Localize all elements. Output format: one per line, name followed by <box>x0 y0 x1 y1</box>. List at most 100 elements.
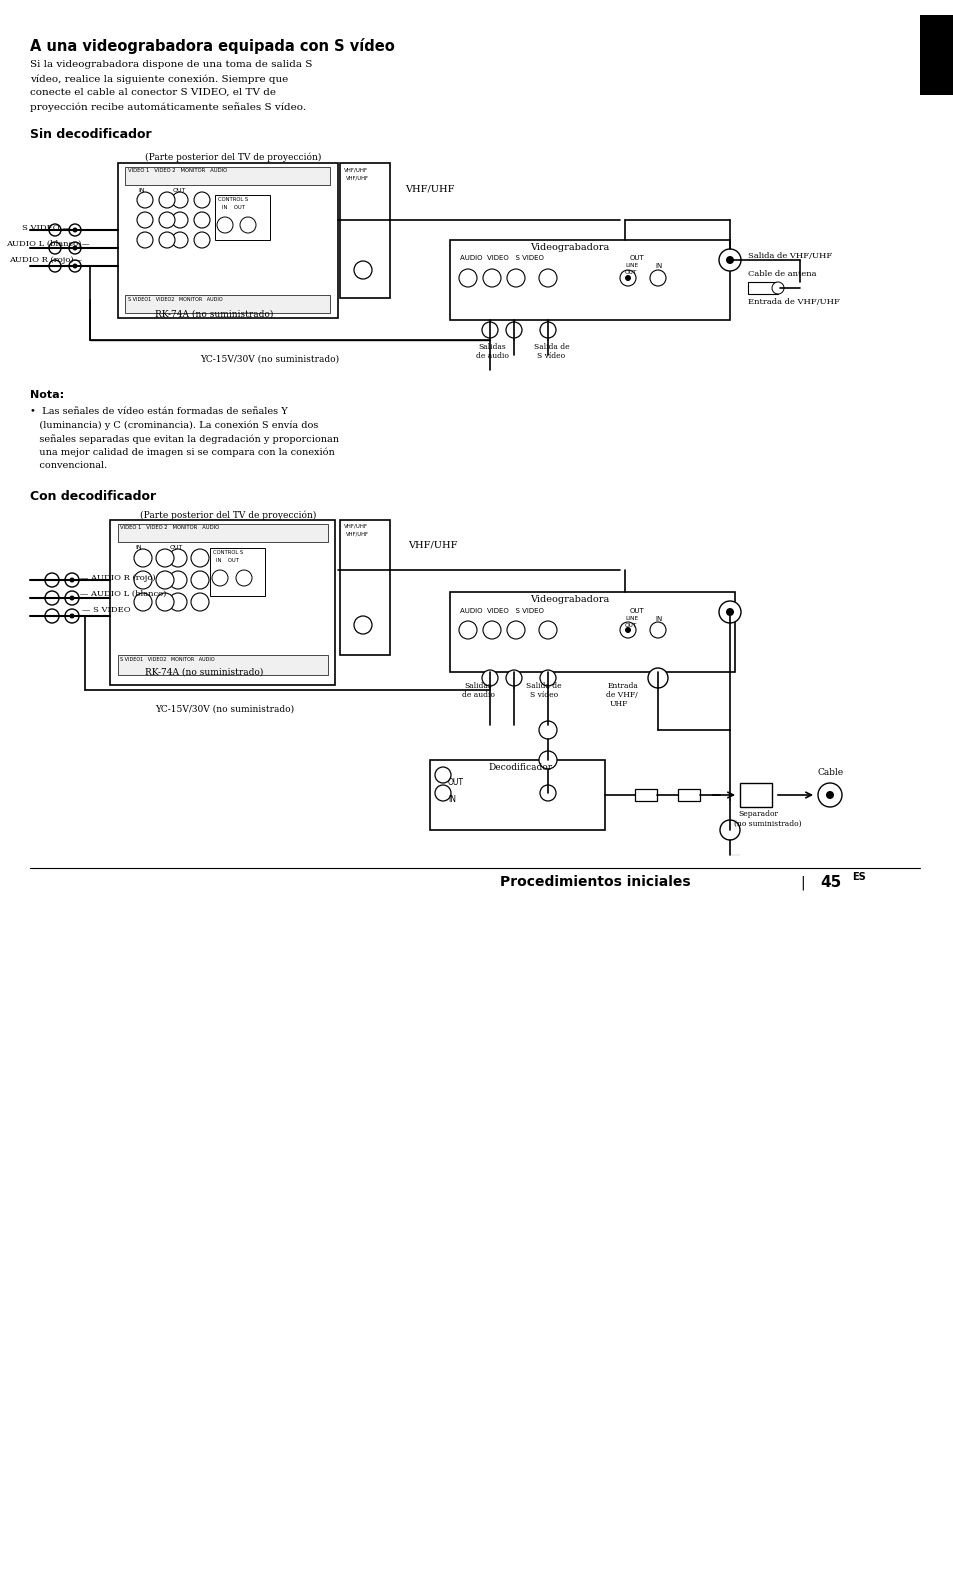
Text: (no suministrado): (no suministrado) <box>733 821 801 828</box>
Text: UHF: UHF <box>609 700 628 707</box>
Circle shape <box>825 791 833 799</box>
Circle shape <box>69 242 81 255</box>
Text: AUDIO L (blanco)—: AUDIO L (blanco)— <box>6 241 90 248</box>
Circle shape <box>72 264 77 269</box>
Circle shape <box>506 269 524 288</box>
Circle shape <box>159 233 174 248</box>
Text: CONTROL S: CONTROL S <box>218 196 248 201</box>
Circle shape <box>482 269 500 288</box>
Text: VHF/UHF: VHF/UHF <box>346 531 369 538</box>
Text: Salida de VHF/UHF: Salida de VHF/UHF <box>747 252 831 259</box>
Bar <box>125 167 330 185</box>
Circle shape <box>458 269 476 288</box>
Text: OUT: OUT <box>624 623 637 627</box>
Circle shape <box>481 322 497 338</box>
Text: IN: IN <box>655 263 661 269</box>
Circle shape <box>481 670 497 685</box>
Circle shape <box>137 233 152 248</box>
Text: OUT: OUT <box>629 608 644 615</box>
Circle shape <box>169 549 187 567</box>
Circle shape <box>505 322 521 338</box>
Text: OUT: OUT <box>172 189 186 193</box>
Bar <box>110 520 335 685</box>
Circle shape <box>191 549 209 567</box>
Text: LINE: LINE <box>624 263 638 267</box>
Bar <box>210 549 265 596</box>
Text: una mejor calidad de imagen si se compara con la conexión: una mejor calidad de imagen si se compar… <box>30 448 335 457</box>
Text: vídeo, realice la siguiente conexión. Siempre que: vídeo, realice la siguiente conexión. Si… <box>30 74 288 83</box>
Circle shape <box>212 571 228 586</box>
Text: Salida de: Salida de <box>525 682 561 690</box>
Circle shape <box>649 623 665 638</box>
Text: Salidas: Salidas <box>463 682 491 690</box>
Circle shape <box>354 616 372 634</box>
Text: RK-74A (no suministrado): RK-74A (no suministrado) <box>154 310 274 319</box>
Text: — AUDIO L (blanco): — AUDIO L (blanco) <box>80 590 166 597</box>
Text: YC-15V/30V (no suministrado): YC-15V/30V (no suministrado) <box>200 355 338 365</box>
Circle shape <box>647 668 667 689</box>
Text: IN: IN <box>138 189 145 193</box>
Circle shape <box>771 281 783 294</box>
Circle shape <box>172 233 188 248</box>
Text: S VIDEO —: S VIDEO — <box>22 223 71 233</box>
Text: IN    OUT: IN OUT <box>222 204 245 211</box>
Text: de audio: de audio <box>476 352 508 360</box>
Circle shape <box>216 217 233 233</box>
Circle shape <box>191 593 209 612</box>
Text: OUT: OUT <box>448 778 463 788</box>
Text: CONTROL S: CONTROL S <box>213 550 243 555</box>
Bar <box>635 789 657 802</box>
Text: ES: ES <box>851 872 864 882</box>
Circle shape <box>624 275 630 281</box>
Text: OUT: OUT <box>629 255 644 261</box>
Bar <box>214 195 270 241</box>
Text: — S VIDEO: — S VIDEO <box>82 605 131 615</box>
Text: OUT: OUT <box>170 545 183 550</box>
Text: proyección recibe automáticamente señales S vídeo.: proyección recibe automáticamente señale… <box>30 102 306 112</box>
Text: de audio: de audio <box>461 692 495 700</box>
Text: S VIDEO1   VIDEO2   MONITOR   AUDIO: S VIDEO1 VIDEO2 MONITOR AUDIO <box>120 657 214 662</box>
Text: Videograbadora: Videograbadora <box>530 594 609 604</box>
Text: AUDIO R (rojo)—: AUDIO R (rojo)— <box>9 256 82 264</box>
Circle shape <box>70 577 74 583</box>
Circle shape <box>240 217 255 233</box>
Circle shape <box>70 613 74 618</box>
Text: AUDIO  VIDEO   S VIDEO: AUDIO VIDEO S VIDEO <box>459 255 543 261</box>
Circle shape <box>619 270 636 286</box>
Circle shape <box>137 192 152 208</box>
Circle shape <box>193 233 210 248</box>
Text: IN: IN <box>655 616 661 623</box>
Circle shape <box>72 245 77 250</box>
Text: VHF/UHF: VHF/UHF <box>408 541 457 549</box>
Circle shape <box>193 212 210 228</box>
Circle shape <box>169 593 187 612</box>
Circle shape <box>720 821 740 839</box>
Circle shape <box>435 784 451 802</box>
Text: S vídeo: S vídeo <box>530 692 558 700</box>
Text: (Parte posterior del TV de proyección): (Parte posterior del TV de proyección) <box>145 152 321 162</box>
Bar <box>747 281 778 294</box>
Bar <box>450 593 734 671</box>
Circle shape <box>539 670 556 685</box>
Circle shape <box>137 212 152 228</box>
Text: (luminancia) y C (crominancia). La conexión S envía dos: (luminancia) y C (crominancia). La conex… <box>30 420 318 431</box>
Circle shape <box>725 608 733 616</box>
Text: YC-15V/30V (no suministrado): YC-15V/30V (no suministrado) <box>154 704 294 714</box>
Bar <box>430 759 604 830</box>
Circle shape <box>70 596 74 601</box>
Text: Videograbadora: Videograbadora <box>530 244 609 252</box>
Text: VHF/UHF: VHF/UHF <box>344 523 368 530</box>
Bar <box>339 163 390 299</box>
Circle shape <box>538 621 557 638</box>
Text: 45: 45 <box>820 876 841 890</box>
Circle shape <box>719 601 740 623</box>
Circle shape <box>817 783 841 806</box>
Circle shape <box>538 722 557 739</box>
Text: Entrada de VHF/UHF: Entrada de VHF/UHF <box>747 299 839 307</box>
Text: IN: IN <box>135 545 141 550</box>
Text: Salida de: Salida de <box>534 343 569 351</box>
Text: Cable: Cable <box>817 769 843 777</box>
Text: VHF/UHF: VHF/UHF <box>346 174 369 181</box>
Bar <box>118 656 328 674</box>
Text: señales separadas que evitan la degradación y proporcionan: señales separadas que evitan la degradac… <box>30 434 338 443</box>
